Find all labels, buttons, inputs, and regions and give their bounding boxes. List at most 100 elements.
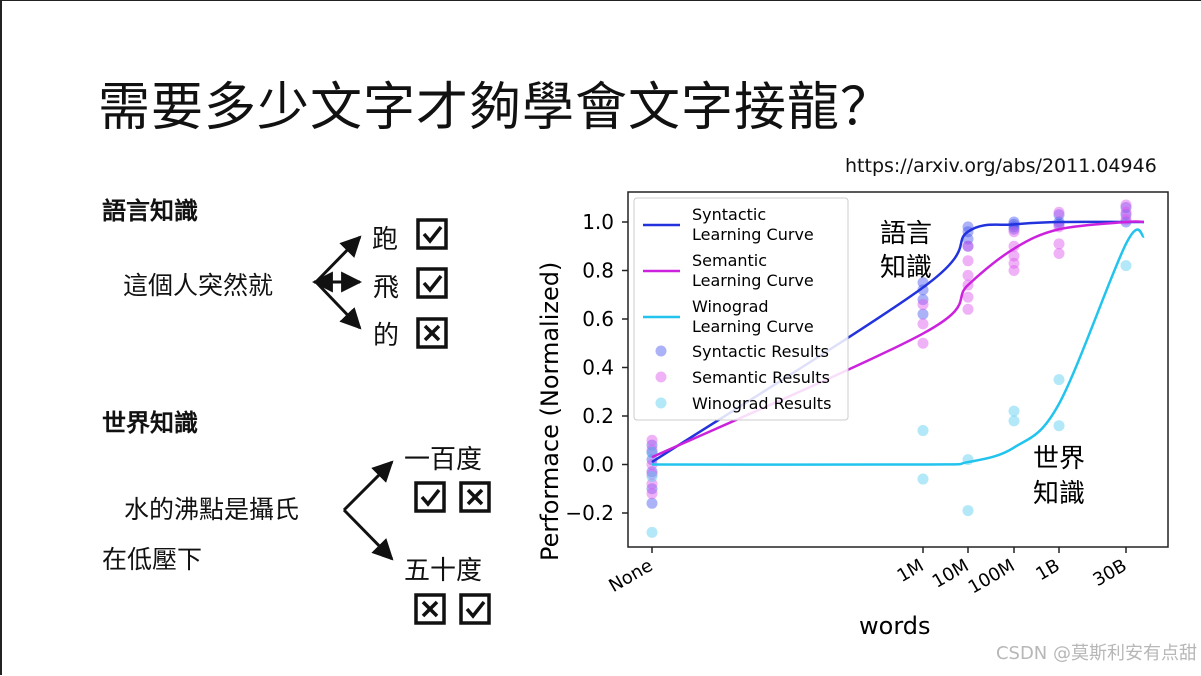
x-tick-label: 1M [894, 555, 928, 587]
legend-label: Syntactic [692, 205, 766, 224]
water-sentence-line2: 在低壓下 [102, 545, 203, 574]
y-tick-label: 0.2 [582, 404, 614, 428]
x-tick-label: 100M [965, 555, 1019, 598]
data-point [1120, 201, 1132, 213]
legend-marker [655, 371, 667, 383]
data-point [962, 240, 974, 252]
data-point [646, 444, 658, 456]
world-knowledge-heading: 世界知識 [102, 409, 198, 437]
y-tick-label: 0.0 [582, 453, 614, 477]
arrow-to-50 [342, 508, 394, 561]
legend-label: Learning Curve [692, 225, 814, 244]
legend-marker [655, 345, 667, 357]
data-point [1008, 223, 1020, 235]
cross-icon [459, 481, 491, 513]
x-axis-label: words [859, 612, 931, 640]
y-tick-label: 0.4 [582, 356, 614, 380]
data-point [646, 488, 658, 500]
source-url[interactable]: https://arxiv.org/abs/2011.04946 [845, 155, 1157, 177]
annotation-language-line1: 語言 [880, 219, 932, 249]
data-point [646, 483, 658, 495]
data-point [917, 425, 929, 437]
data-point [1120, 199, 1132, 211]
language-knowledge-heading: 語言知識 [102, 197, 198, 225]
data-point [1120, 260, 1132, 272]
data-point [917, 318, 929, 330]
data-point [1053, 374, 1065, 386]
data-point [962, 269, 974, 281]
data-point [1008, 405, 1020, 417]
annotation-world-line2: 知識 [1033, 479, 1085, 509]
data-point [962, 255, 974, 267]
data-point [917, 294, 929, 306]
slide-title: 需要多少文字才夠學會文字接龍？ [98, 78, 894, 138]
check-icon [459, 593, 491, 625]
data-point [1120, 206, 1132, 218]
legend-box [633, 197, 849, 421]
data-point [1008, 250, 1020, 262]
language-sentence: 這個人突然就 [123, 271, 274, 300]
y-tick-label: 0.6 [582, 307, 614, 331]
data-point [1053, 209, 1065, 221]
legend-label: Learning Curve [692, 317, 814, 336]
data-point [917, 337, 929, 349]
data-point [646, 468, 658, 480]
option-50-degrees: 五十度 [404, 556, 483, 586]
x-tick-label: None [605, 555, 656, 597]
arrow-to-100 [342, 460, 394, 512]
legend-label: Learning Curve [692, 271, 814, 290]
data-point [917, 308, 929, 320]
data-point [962, 505, 974, 517]
data-point [646, 439, 658, 451]
option-word-de: 的 [373, 321, 400, 351]
check-icon [416, 218, 448, 250]
legend-label: Winograd Results [692, 394, 831, 413]
data-point [646, 478, 658, 490]
data-point [1008, 415, 1020, 427]
legend-label: Semantic Results [692, 368, 830, 387]
data-point [646, 434, 658, 446]
watermark-credit: CSDN @莫斯利安有点甜 [995, 643, 1197, 664]
data-point [1053, 206, 1065, 218]
check-icon [414, 481, 446, 513]
data-point [1008, 257, 1020, 269]
annotation-language-line2: 知識 [880, 253, 932, 283]
x-tick-label: 1B [1032, 555, 1063, 585]
legend-marker [655, 397, 667, 409]
option-word-run: 跑 [372, 225, 399, 255]
y-tick-label: −0.2 [565, 501, 614, 525]
cross-icon [416, 317, 448, 349]
data-point [1008, 226, 1020, 238]
data-point [1008, 265, 1020, 276]
data-point [962, 240, 974, 252]
data-point [962, 303, 974, 315]
x-tick-label: 30B [1089, 555, 1130, 591]
cross-icon [414, 593, 446, 625]
legend-label: Semantic [692, 251, 767, 270]
data-point [1120, 209, 1132, 221]
option-100-degrees: 一百度 [404, 445, 483, 475]
y-tick-label: 1.0 [582, 210, 614, 234]
x-tick-label: 10M [929, 555, 973, 592]
data-point [646, 471, 658, 483]
data-point [917, 473, 929, 485]
option-word-fly: 飛 [373, 273, 400, 303]
y-axis-label: Performace (Normalized) [536, 262, 564, 561]
data-point [646, 526, 658, 538]
check-icon [416, 267, 448, 299]
legend-label: Syntactic Results [692, 342, 829, 361]
data-point [646, 497, 658, 509]
data-point [962, 291, 974, 303]
data-point [962, 233, 974, 245]
data-point [646, 466, 658, 478]
data-point [1053, 420, 1065, 432]
data-point [1053, 238, 1065, 250]
legend-label: Winograd [692, 297, 769, 316]
data-point [1053, 248, 1065, 260]
series-line [651, 228, 1146, 466]
data-point [917, 298, 929, 310]
data-point [917, 284, 929, 296]
